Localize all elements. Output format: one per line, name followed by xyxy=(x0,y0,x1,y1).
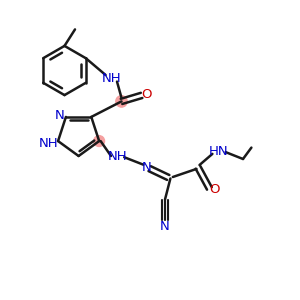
Circle shape xyxy=(116,96,127,107)
Text: O: O xyxy=(210,183,220,196)
Text: O: O xyxy=(142,88,152,101)
Text: NH: NH xyxy=(108,150,127,163)
Text: N: N xyxy=(142,160,151,174)
Text: HN: HN xyxy=(209,145,229,158)
Text: NH: NH xyxy=(39,137,59,150)
Text: NH: NH xyxy=(102,72,122,85)
Circle shape xyxy=(94,136,104,146)
Text: N: N xyxy=(160,220,170,233)
Text: N: N xyxy=(55,109,65,122)
